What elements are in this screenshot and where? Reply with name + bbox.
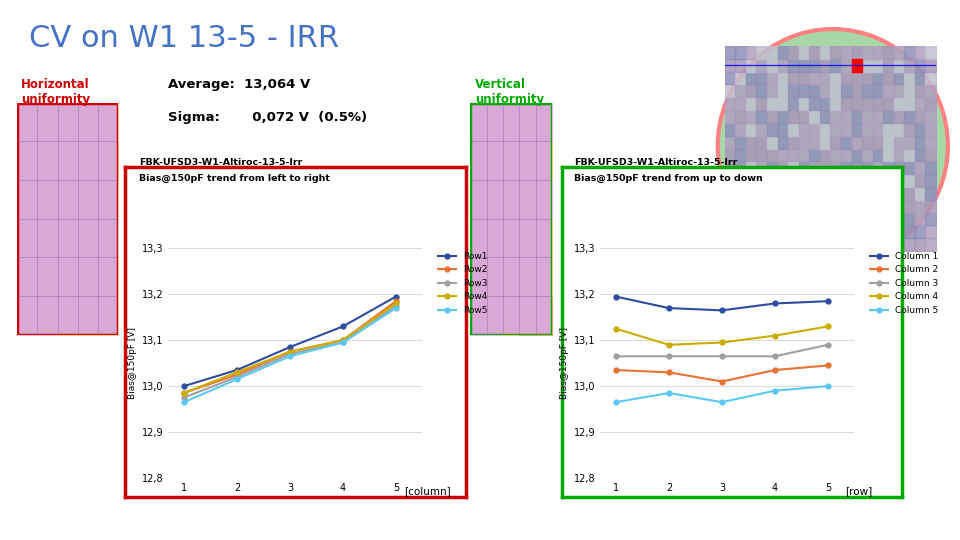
Line: Row2: Row2 (181, 299, 398, 395)
Legend: Column 1, Column 2, Column 3, Column 4, Column 5: Column 1, Column 2, Column 3, Column 4, … (867, 248, 943, 319)
Column 2 (663, 369, 675, 375)
Column 4 (663, 341, 675, 348)
Row1 (179, 383, 190, 389)
Column 3 (822, 341, 833, 348)
Column 2 (769, 367, 780, 373)
Column 1 (716, 307, 728, 314)
Column 3 (716, 353, 728, 360)
Row3 (390, 302, 401, 309)
Column 2 (611, 367, 622, 373)
Line: Row3: Row3 (181, 303, 398, 400)
Row5 (390, 305, 401, 311)
Column 2 (822, 362, 833, 369)
Row2 (231, 372, 243, 378)
Text: 17: 17 (931, 519, 946, 529)
Line: Column 2: Column 2 (613, 363, 830, 384)
Row5 (231, 376, 243, 382)
Column 1 (663, 305, 675, 311)
Row4 (284, 348, 296, 355)
Circle shape (718, 29, 948, 262)
Line: Row1: Row1 (181, 294, 398, 389)
Column 4 (822, 323, 833, 329)
Row4 (231, 369, 243, 375)
Row5 (179, 399, 190, 406)
Row3 (231, 374, 243, 380)
Row2 (179, 390, 190, 396)
Column 4 (611, 326, 622, 332)
Line: Column 1: Column 1 (613, 294, 830, 313)
Text: Bias@150pF trend from left to right: Bias@150pF trend from left to right (139, 174, 330, 183)
Text: FBK-UFSD3-W1-Altiroc-13-5-Irr: FBK-UFSD3-W1-Altiroc-13-5-Irr (574, 158, 737, 167)
Row3 (284, 350, 296, 357)
FancyBboxPatch shape (17, 103, 118, 335)
FancyBboxPatch shape (470, 103, 552, 335)
Row3 (179, 394, 190, 401)
Row2 (337, 337, 348, 343)
Row2 (390, 298, 401, 305)
Row1 (337, 323, 348, 329)
Column 5 (716, 399, 728, 406)
Text: CV on W1 13-5 - IRR: CV on W1 13-5 - IRR (29, 24, 339, 53)
Row2 (284, 348, 296, 355)
Column 3 (611, 353, 622, 360)
Column 4 (769, 332, 780, 339)
Column 5 (663, 390, 675, 396)
Column 5 (822, 383, 833, 389)
Row1 (284, 344, 296, 350)
Text: [row]: [row] (846, 485, 873, 496)
Row1 (231, 367, 243, 373)
Column 3 (769, 353, 780, 360)
Legend: Row1, Row2, Row3, Row4, Row5: Row1, Row2, Row3, Row4, Row5 (435, 248, 492, 319)
Text: Vertical
uniformity: Vertical uniformity (475, 78, 544, 106)
Row4 (337, 337, 348, 343)
Column 4 (716, 339, 728, 346)
Row1 (390, 293, 401, 300)
Row3 (337, 339, 348, 346)
Text: V. Sola: V. Sola (14, 519, 54, 529)
Text: [column]: [column] (404, 485, 450, 496)
Line: Row4: Row4 (181, 301, 398, 395)
Column 2 (716, 378, 728, 384)
Line: Column 4: Column 4 (613, 324, 830, 347)
Text: Bias@150pF trend from up to down: Bias@150pF trend from up to down (574, 174, 763, 183)
Line: Column 5: Column 5 (613, 383, 830, 404)
Line: Column 3: Column 3 (613, 342, 830, 359)
Line: Row5: Row5 (181, 306, 398, 404)
Row5 (284, 353, 296, 360)
Row5 (337, 339, 348, 346)
Text: FLUENCE PROFILING AT JSI TRIGA REACTOR - 29.05. 2020: FLUENCE PROFILING AT JSI TRIGA REACTOR -… (313, 519, 647, 529)
Column 5 (611, 399, 622, 406)
Y-axis label: Bias@150pF [V]: Bias@150pF [V] (561, 327, 569, 399)
Column 1 (822, 298, 833, 305)
Text: Average:  13,064 V: Average: 13,064 V (168, 78, 310, 91)
Column 5 (769, 387, 780, 394)
Column 1 (769, 300, 780, 307)
Text: FBK-UFSD3-W1-Altiroc-13-5-Irr: FBK-UFSD3-W1-Altiroc-13-5-Irr (139, 158, 302, 167)
Column 3 (663, 353, 675, 360)
Column 1 (611, 293, 622, 300)
Row4 (179, 390, 190, 396)
Y-axis label: Bias@150pF [V]: Bias@150pF [V] (129, 327, 137, 399)
Row4 (390, 300, 401, 307)
Text: Sigma:       0,072 V  (0.5%): Sigma: 0,072 V (0.5%) (168, 111, 367, 124)
Text: Horizontal
uniformity: Horizontal uniformity (21, 78, 90, 106)
